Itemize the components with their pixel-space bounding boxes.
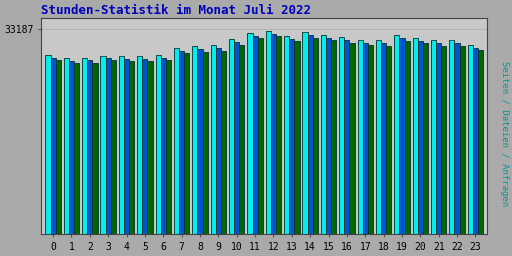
Bar	[119, 56, 124, 234]
Bar	[100, 56, 105, 234]
Bar	[46, 55, 51, 234]
Bar	[156, 55, 161, 234]
Bar	[467, 45, 473, 234]
Bar	[92, 62, 98, 234]
Bar	[303, 32, 308, 234]
Bar	[460, 46, 465, 234]
Bar	[69, 61, 74, 234]
Bar	[129, 61, 134, 234]
Bar	[247, 33, 252, 234]
Bar	[399, 38, 404, 234]
Bar	[82, 58, 87, 234]
Bar	[423, 44, 428, 234]
Bar	[362, 42, 368, 234]
Bar	[210, 46, 216, 234]
Bar	[436, 43, 441, 234]
Bar	[184, 53, 189, 234]
Bar	[455, 43, 460, 234]
Bar	[105, 58, 111, 234]
Bar	[381, 43, 386, 234]
Text: Seiten / Dateien / Anfragen: Seiten / Dateien / Anfragen	[500, 61, 509, 206]
Bar	[350, 43, 355, 234]
Bar	[216, 48, 221, 234]
Bar	[198, 49, 203, 234]
Bar	[221, 51, 226, 234]
Bar	[308, 35, 313, 234]
Bar	[234, 42, 239, 234]
Bar	[431, 40, 436, 234]
Bar	[258, 38, 263, 234]
Bar	[193, 47, 198, 234]
Bar	[386, 46, 391, 234]
Bar	[284, 36, 289, 234]
Bar	[142, 59, 147, 234]
Bar	[137, 56, 142, 234]
Bar	[473, 48, 478, 234]
Bar	[326, 38, 331, 234]
Bar	[74, 63, 79, 234]
Bar	[252, 36, 258, 234]
Bar	[368, 45, 373, 234]
Bar	[266, 31, 271, 234]
Bar	[271, 34, 276, 234]
Bar	[313, 38, 318, 234]
Bar	[345, 40, 350, 234]
Bar	[203, 52, 208, 234]
Bar	[239, 45, 244, 234]
Bar	[56, 60, 61, 234]
Bar	[174, 48, 179, 234]
Bar	[229, 39, 234, 234]
Bar	[111, 60, 116, 234]
Bar	[64, 58, 69, 234]
Bar	[441, 46, 446, 234]
Bar	[161, 58, 166, 234]
Bar	[51, 58, 56, 234]
Bar	[124, 59, 129, 234]
Bar	[394, 35, 399, 234]
Bar	[147, 61, 153, 234]
Bar	[179, 51, 184, 234]
Bar	[276, 36, 281, 234]
Bar	[294, 41, 300, 234]
Text: Stunden-Statistik im Monat Juli 2022: Stunden-Statistik im Monat Juli 2022	[41, 4, 311, 17]
Bar	[166, 60, 171, 234]
Bar	[321, 35, 326, 234]
Bar	[418, 41, 423, 234]
Bar	[357, 39, 362, 234]
Bar	[404, 40, 410, 234]
Bar	[478, 50, 483, 234]
Bar	[376, 40, 381, 234]
Bar	[339, 37, 345, 234]
Bar	[87, 60, 92, 234]
Bar	[331, 40, 336, 234]
Bar	[413, 38, 418, 234]
Bar	[289, 39, 294, 234]
Bar	[450, 40, 455, 234]
